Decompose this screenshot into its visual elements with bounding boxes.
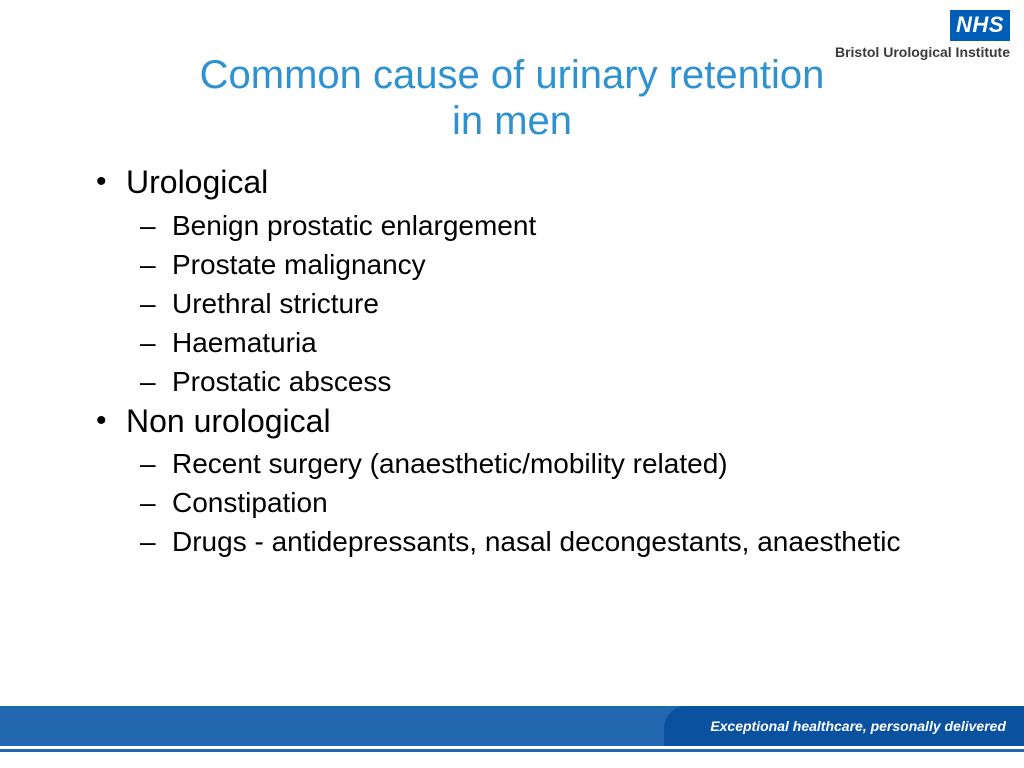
title-line-2: in men bbox=[452, 99, 572, 143]
nhs-logo: NHS bbox=[950, 10, 1010, 41]
list-subitem: Prostatic abscess bbox=[90, 364, 964, 399]
footer-underline bbox=[0, 749, 1024, 752]
list-subitem: Drugs - antidepressants, nasal decongest… bbox=[90, 524, 964, 559]
footer-accent: Exceptional healthcare, personally deliv… bbox=[664, 706, 1024, 746]
slide-title: Common cause of urinary retention in men bbox=[0, 52, 1024, 144]
list-subitem: Prostate malignancy bbox=[90, 247, 964, 282]
list-item: Non urological bbox=[90, 401, 964, 443]
slide-body: Urological Benign prostatic enlargement … bbox=[90, 160, 964, 559]
list-subitem: Haematuria bbox=[90, 325, 964, 360]
list-subitem: Constipation bbox=[90, 485, 964, 520]
list-subitem: Urethral stricture bbox=[90, 286, 964, 321]
footer-tagline: Exceptional healthcare, personally deliv… bbox=[710, 718, 1006, 734]
list-subitem: Benign prostatic enlargement bbox=[90, 208, 964, 243]
title-line-1: Common cause of urinary retention bbox=[200, 53, 825, 97]
list-item: Urological bbox=[90, 162, 964, 204]
list-subitem: Recent surgery (anaesthetic/mobility rel… bbox=[90, 446, 964, 481]
